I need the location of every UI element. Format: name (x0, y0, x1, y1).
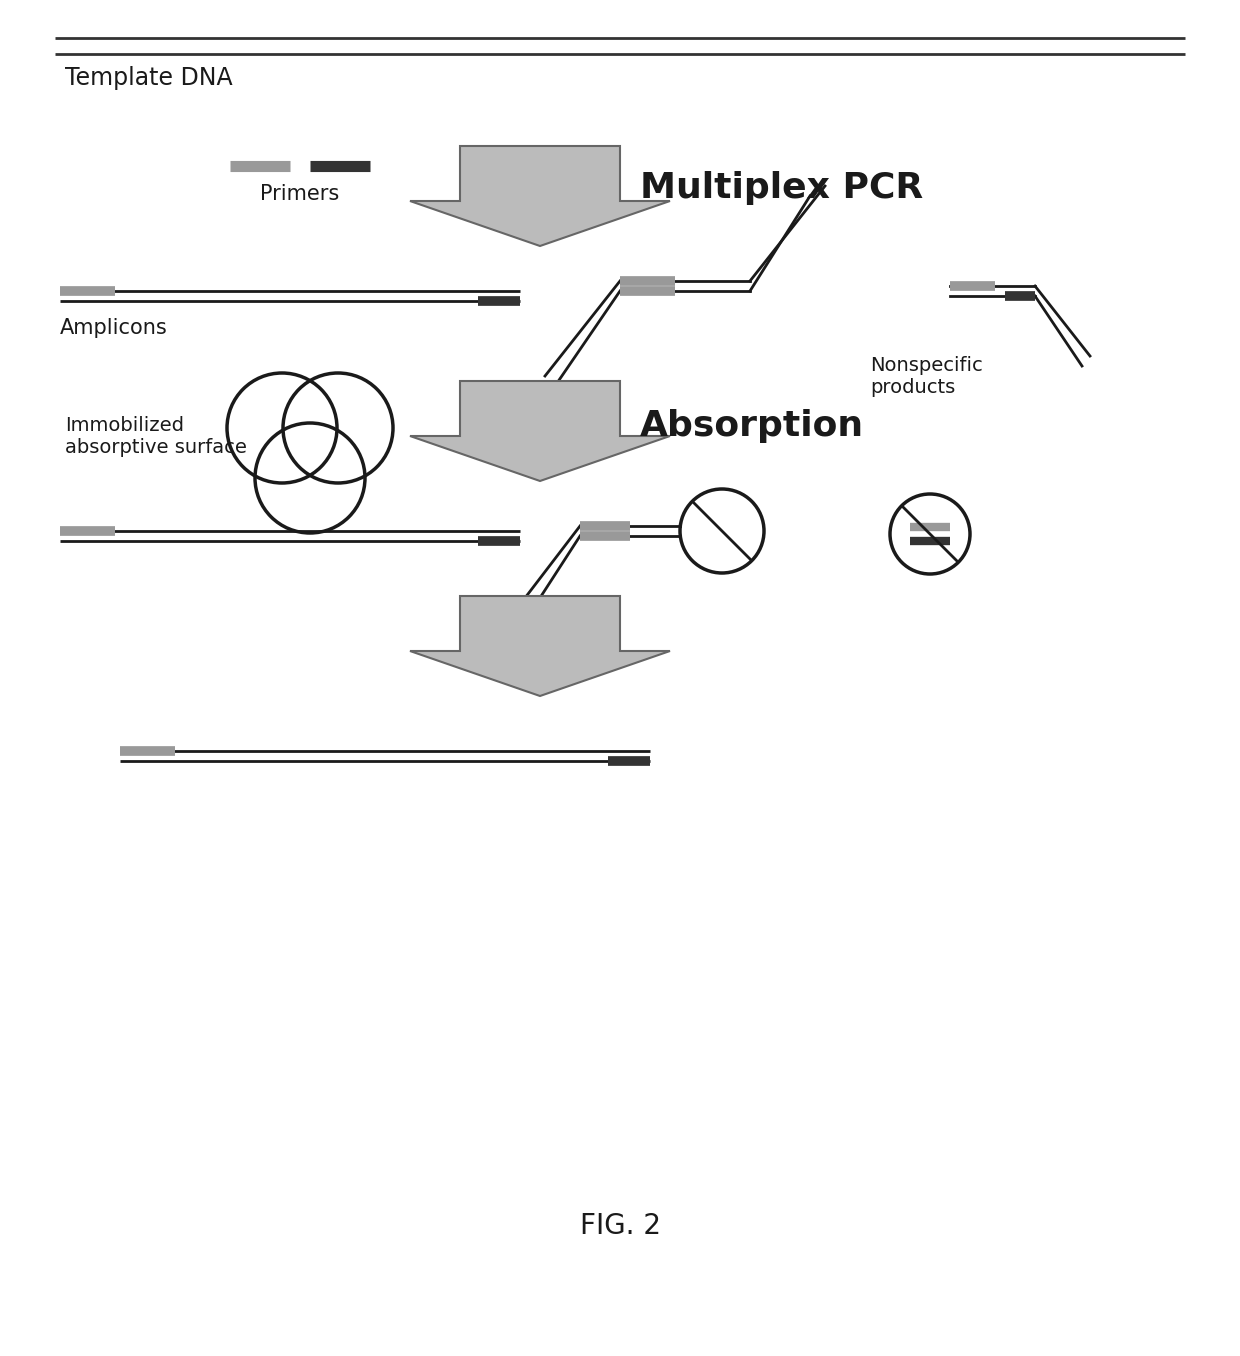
Polygon shape (410, 146, 670, 245)
Text: Multiplex PCR: Multiplex PCR (640, 171, 924, 205)
Polygon shape (410, 381, 670, 481)
Polygon shape (410, 597, 670, 696)
Text: Absorption: Absorption (640, 410, 864, 443)
Text: FIG. 2: FIG. 2 (579, 1212, 661, 1239)
Text: Nonspecific
products: Nonspecific products (870, 357, 983, 397)
Text: Template DNA: Template DNA (64, 66, 233, 89)
Text: Primers: Primers (260, 184, 340, 203)
Text: Amplicons: Amplicons (60, 319, 167, 338)
Text: Immobilized
absorptive surface: Immobilized absorptive surface (64, 416, 247, 457)
